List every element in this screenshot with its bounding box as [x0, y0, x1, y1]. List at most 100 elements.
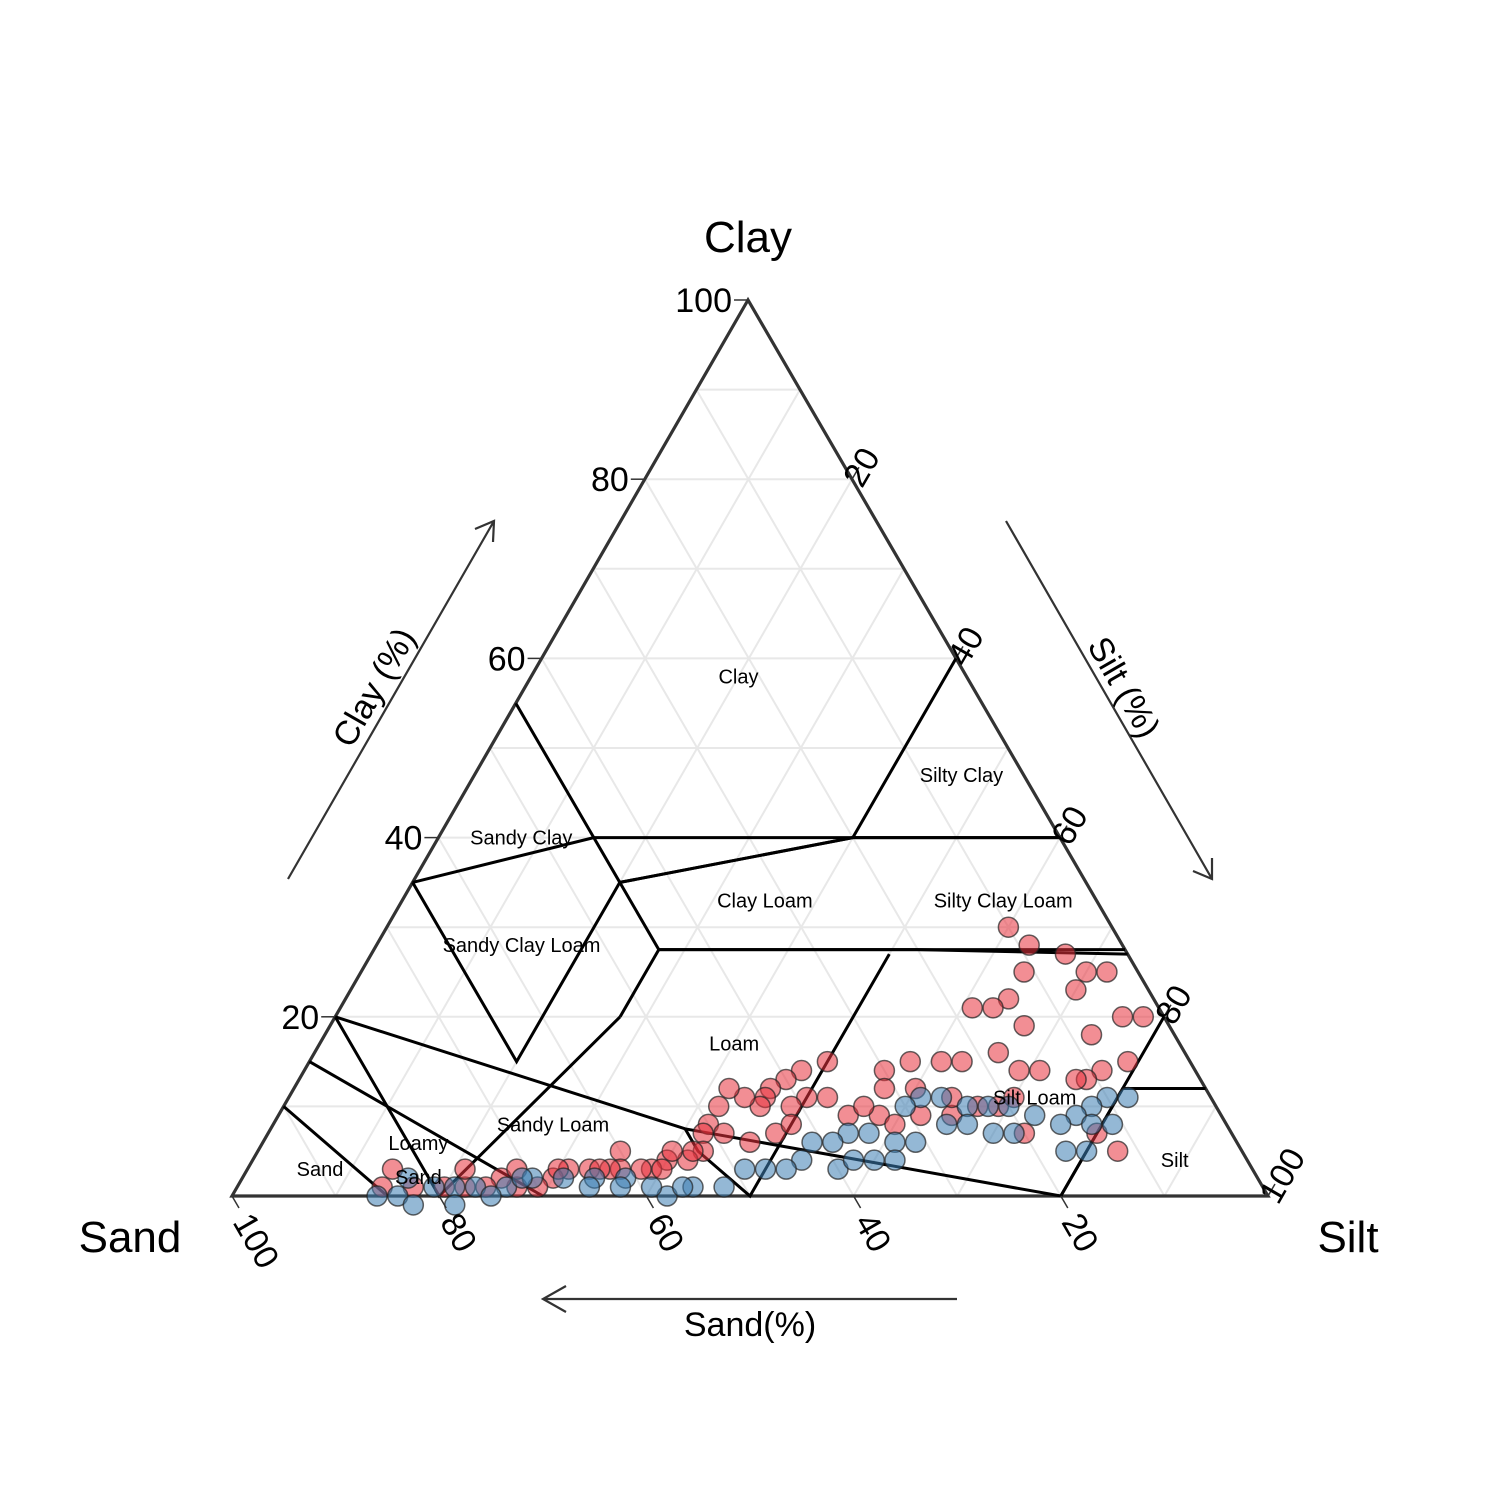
data-point-s0-6	[1065, 979, 1087, 1001]
corner-label-silt: Silt	[1317, 1213, 1378, 1262]
data-point-s0-59	[651, 1158, 673, 1180]
data-point-s0-9	[961, 997, 984, 1019]
region-label-2: Sandy Clay	[470, 828, 572, 850]
sand-axis-arrow	[540, 1285, 957, 1313]
grid-line-silt-90	[1163, 1105, 1217, 1197]
tick-mark-sand-20	[1060, 1195, 1069, 1209]
data-point-s1-4	[1049, 1113, 1072, 1136]
tick-label-sand-100: 100	[225, 1207, 286, 1275]
data-point-s0-15	[987, 1041, 1010, 1064]
data-point-s1-19	[775, 1158, 797, 1180]
data-point-s0-72	[1111, 1006, 1134, 1028]
region-label-10: Silt Loam	[993, 1087, 1076, 1109]
data-point-s0-55	[454, 1158, 476, 1180]
data-point-s0-14	[1008, 1059, 1030, 1082]
data-point-s0-79	[816, 1086, 839, 1109]
data-point-s1-22	[713, 1176, 735, 1198]
tick-mark-sand-100	[231, 1195, 240, 1209]
data-point-s0-33	[713, 1122, 735, 1145]
data-point-s1-21	[734, 1158, 756, 1180]
data-point-s1-11	[894, 1095, 916, 1118]
tick-label-silt-60: 60	[1044, 800, 1096, 852]
corner-label-sand: Sand	[79, 1213, 182, 1262]
region-label-3: Clay Loam	[717, 890, 813, 912]
tick-label-silt-40: 40	[940, 621, 992, 673]
data-point-s0-19	[873, 1059, 896, 1082]
data-point-s0-29	[718, 1077, 740, 1100]
data-point-s1-17	[801, 1131, 823, 1153]
class-boundary-2	[851, 657, 958, 839]
data-point-s1-40	[578, 1176, 601, 1198]
tick-mark-silt-40	[955, 646, 964, 659]
data-point-s0-32	[739, 1131, 761, 1153]
region-label-6: Loam	[709, 1034, 759, 1056]
grid-line-silt-30	[541, 568, 905, 1197]
tick-label-sand-20: 20	[1054, 1207, 1106, 1259]
data-point-s1-52	[1055, 1140, 1077, 1162]
tick-mark-sand-40	[852, 1195, 862, 1209]
grid-line-sand-30	[592, 568, 959, 1197]
data-point-s1-45	[842, 1149, 865, 1171]
tick-label-sand-60: 60	[639, 1207, 691, 1259]
data-point-s0-40	[609, 1140, 632, 1162]
data-point-s1-38	[480, 1185, 502, 1207]
grid-line-sand-90	[282, 1105, 337, 1197]
sand-axis-title: Sand(%)	[684, 1306, 816, 1344]
data-point-s1-36	[402, 1194, 425, 1216]
class-boundary-6	[618, 881, 661, 1018]
region-label-1: Silty Clay	[920, 765, 1003, 787]
tick-label-silt-20: 20	[836, 441, 888, 493]
data-point-s0-0	[997, 916, 1020, 938]
data-point-s0-11	[1080, 1023, 1103, 1046]
region-labels: Clay Silty Clay Sandy Clay Clay Loam Silty C…	[297, 666, 1189, 1189]
data-point-s0-20	[816, 1050, 839, 1073]
tick-label-sand-80: 80	[432, 1207, 484, 1259]
tick-label-clay-20: 20	[281, 999, 319, 1037]
class-boundary-0	[412, 702, 597, 884]
data-point-s0-60	[661, 1140, 683, 1162]
tick-mark-silt-80	[1163, 1004, 1172, 1018]
tick-label-clay-60: 60	[488, 640, 526, 678]
region-label-4: Silty Clay Loam	[934, 890, 1073, 912]
data-point-s1-31	[443, 1176, 466, 1198]
data-point-s1-35	[366, 1185, 388, 1207]
region-label-0: Clay	[718, 666, 758, 688]
class-boundary-5	[411, 836, 854, 1065]
data-point-s1-49	[956, 1113, 979, 1136]
data-point-s1-33	[397, 1167, 419, 1189]
data-point-s0-17	[930, 1050, 953, 1073]
data-point-s0-5	[1096, 961, 1118, 983]
data-point-s1-12	[904, 1131, 927, 1153]
data-point-s1-16	[822, 1131, 844, 1153]
tick-marks	[231, 299, 1276, 1209]
class-boundary-13	[282, 1105, 389, 1198]
data-point-s1-32	[423, 1176, 445, 1198]
data-point-s1-27	[552, 1167, 575, 1189]
data-point-s1-51	[1003, 1122, 1025, 1145]
data-point-s0-1	[1018, 934, 1040, 956]
data-point-s0-73	[1132, 1006, 1155, 1028]
data-point-s0-83	[1029, 1059, 1051, 1082]
region-label-7: Sandy Loam	[497, 1114, 609, 1136]
tick-mark-silt-20	[851, 466, 860, 480]
tick-mark-silt-60	[1059, 825, 1068, 838]
data-point-s0-64	[884, 1113, 906, 1136]
data-point-s0-75	[873, 1077, 896, 1100]
data-point-s1-39	[511, 1167, 533, 1189]
tick-label-sand-40: 40	[847, 1207, 899, 1259]
silt-axis-arrow	[1005, 520, 1214, 881]
data-point-s0-16	[951, 1050, 973, 1073]
data-point-s1-47	[884, 1149, 906, 1171]
class-boundary-11	[683, 953, 891, 1199]
data-point-s0-2	[1013, 961, 1035, 983]
data-point-s0-4	[1075, 961, 1097, 983]
data-point-s0-10	[1013, 1015, 1035, 1037]
grid-line-sand-70	[385, 926, 544, 1197]
data-point-s0-18	[899, 1050, 922, 1073]
data-point-s0-3	[1054, 943, 1077, 965]
region-label-8: Loamy Sand	[388, 1133, 448, 1189]
tick-label-clay-80: 80	[591, 461, 629, 499]
data-point-s0-81	[853, 1095, 875, 1118]
corner-label-clay: Clay	[704, 213, 792, 262]
data-point-s0-25	[780, 1095, 802, 1118]
